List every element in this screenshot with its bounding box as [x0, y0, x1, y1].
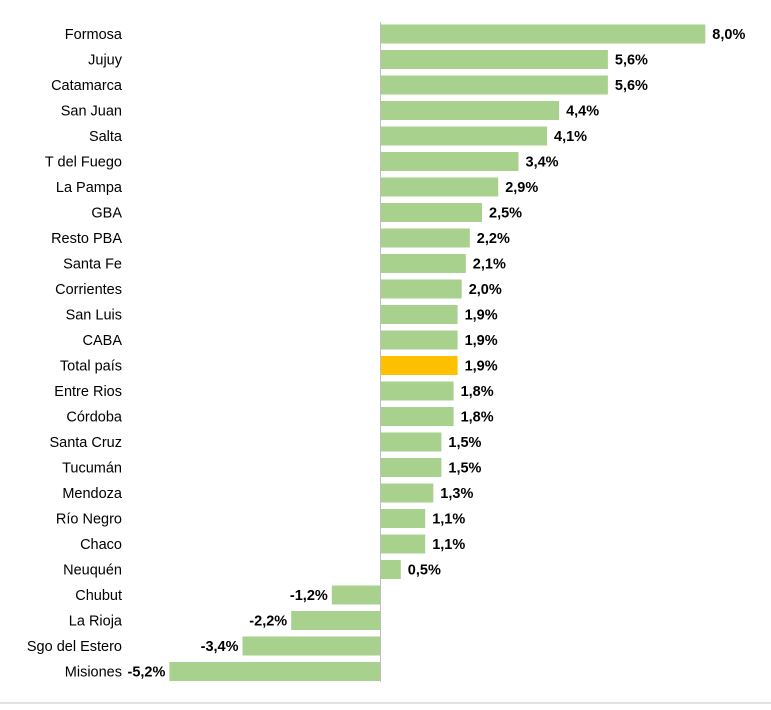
data-label: 2,9% [505, 180, 538, 196]
bars-group [169, 24, 706, 681]
category-label: La Rioja [69, 614, 123, 630]
data-label: 2,0% [469, 282, 502, 298]
category-label: Total país [60, 359, 122, 375]
data-label: -5,2% [128, 665, 166, 681]
category-label: Catamarca [51, 78, 123, 94]
bar [380, 126, 547, 146]
category-label: CABA [83, 333, 123, 349]
data-label: 1,1% [432, 537, 465, 553]
value-labels: 8,0% 5,6% 5,6% 4,4% 4,1% 3,4% 2,9% 2,5% 2,2% 2,1%… [128, 27, 746, 681]
category-label: San Juan [61, 104, 122, 120]
category-label: Santa Fe [63, 257, 122, 273]
bar [380, 381, 454, 401]
bar [169, 662, 381, 681]
data-label: 2,5% [489, 206, 522, 222]
category-label: GBA [91, 206, 122, 222]
bar [380, 228, 470, 248]
data-label: 1,9% [465, 333, 498, 349]
bar [380, 458, 442, 477]
data-label: 5,6% [615, 78, 648, 94]
category-label: Jujuy [88, 53, 123, 69]
category-label: San Luis [66, 308, 122, 324]
data-label: 1,8% [461, 384, 494, 400]
bar [242, 636, 381, 656]
category-label: Corrientes [55, 282, 122, 298]
bar [380, 254, 466, 273]
bar [291, 611, 381, 630]
category-label: Resto PBA [51, 231, 122, 247]
bar [380, 407, 454, 426]
data-label: 1,5% [448, 461, 481, 477]
bar [380, 509, 426, 528]
bar [380, 560, 401, 579]
category-label: Córdoba [66, 410, 123, 426]
bar [380, 356, 458, 375]
data-label: 3,4% [526, 155, 559, 171]
data-label: 4,1% [554, 129, 587, 145]
category-label: Chubut [75, 588, 122, 604]
category-label: Neuquén [63, 563, 122, 579]
data-label: 1,3% [440, 486, 473, 502]
bar [380, 279, 462, 299]
category-label: Santa Cruz [49, 435, 122, 451]
bar [380, 152, 519, 171]
data-label: -1,2% [290, 588, 328, 604]
bar [380, 177, 499, 197]
bar [331, 585, 381, 605]
category-label: Salta [89, 129, 123, 145]
category-label: Tucumán [62, 461, 122, 477]
data-label: 1,5% [448, 435, 481, 451]
category-label: Chaco [80, 537, 122, 553]
data-label: 8,0% [712, 27, 745, 43]
bar [380, 330, 458, 350]
category-label: Río Negro [56, 512, 122, 528]
data-label: 1,8% [461, 410, 494, 426]
data-label: 5,6% [615, 53, 648, 69]
data-label: 4,4% [566, 104, 599, 120]
bar [380, 483, 434, 503]
bar [380, 432, 442, 452]
category-label: Misiones [65, 665, 122, 681]
data-label: 2,2% [477, 231, 510, 247]
bar [380, 305, 458, 324]
bar [380, 534, 426, 554]
bar [380, 203, 482, 222]
bar [380, 75, 608, 95]
data-label: 2,1% [473, 257, 506, 273]
category-label: Mendoza [62, 486, 123, 502]
category-label: La Pampa [56, 180, 123, 196]
data-label: 0,5% [408, 563, 441, 579]
category-label: Entre Rios [54, 384, 122, 400]
data-label: -3,4% [201, 639, 239, 655]
bar [380, 50, 608, 69]
category-labels: Formosa Jujuy Catamarca San Juan Salta T del … [27, 27, 123, 681]
data-label: 1,9% [465, 359, 498, 375]
bar [380, 24, 706, 44]
category-label: Formosa [65, 27, 123, 43]
bar [380, 101, 560, 120]
category-label: Sgo del Estero [27, 639, 122, 655]
data-label: -2,2% [249, 614, 287, 630]
category-label: T del Fuego [45, 155, 122, 171]
data-label: 1,9% [465, 308, 498, 324]
data-label: 1,1% [432, 512, 465, 528]
